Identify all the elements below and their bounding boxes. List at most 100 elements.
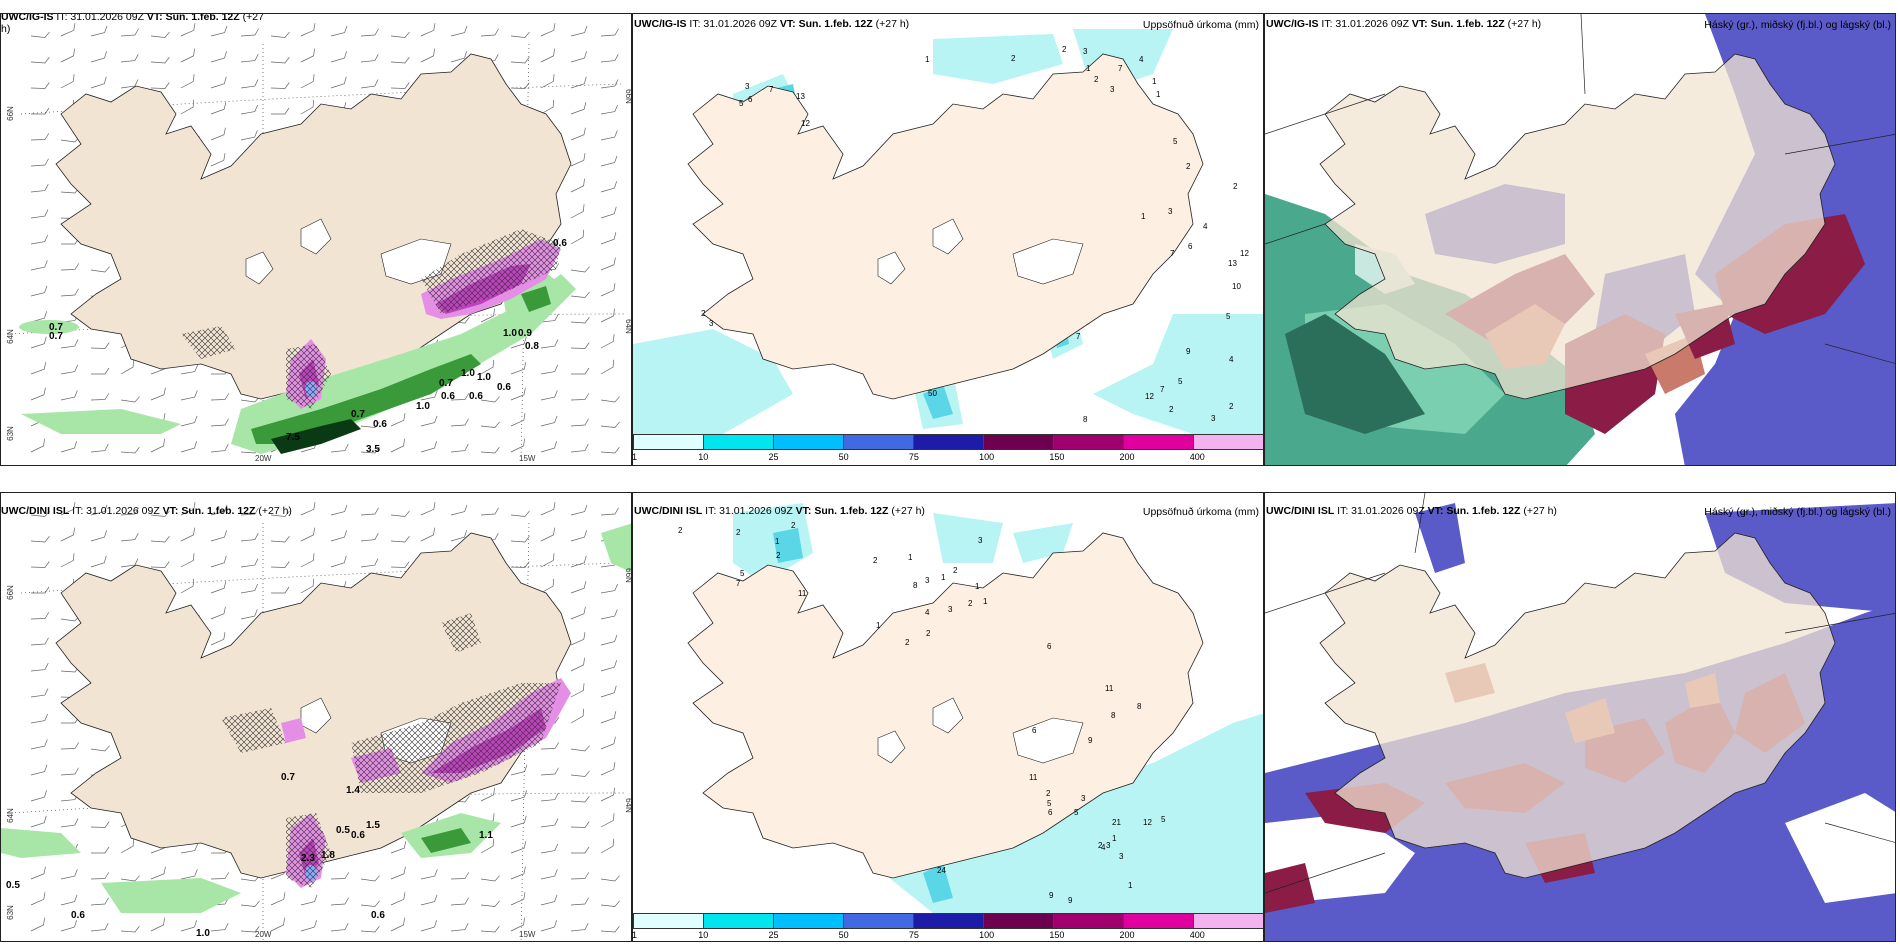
wind-barb (300, 23, 316, 37)
value-label: 0.6 (71, 910, 85, 921)
value-label: 1 (1112, 834, 1117, 843)
colorbar-ticks: 1 10 25 50 75 100 150 200 400 (633, 452, 1263, 464)
wind-barb (540, 818, 559, 828)
wind-barb (570, 25, 588, 37)
wind-barb (600, 507, 619, 516)
wind-barb (330, 922, 349, 932)
wind-barb (570, 178, 585, 193)
wind-barb (510, 866, 526, 880)
wind-barb (330, 530, 347, 542)
panel-clouds-igis: UWC/IG-IS IT: 31.01.2026 09Z VT: Sun. 1.… (1264, 13, 1896, 466)
colorbar-swatch (774, 914, 844, 928)
wind-barb (270, 536, 290, 543)
value-label: 1.0 (196, 928, 210, 939)
wind-barb (570, 708, 584, 724)
value-label: 4 (1101, 843, 1106, 852)
wind-barb (390, 917, 405, 932)
wind-barb (330, 25, 348, 37)
wind-barb (420, 415, 438, 427)
wind-barb (180, 441, 197, 453)
value-label: 2.3 (301, 853, 315, 864)
wind-barb (450, 418, 469, 427)
wind-barb (600, 900, 620, 907)
wind-barb (600, 79, 619, 89)
wind-barb (30, 387, 46, 401)
wind-barb (60, 288, 79, 297)
wind-barb (360, 558, 379, 568)
wind-barb (390, 57, 410, 64)
wind-barb (540, 74, 555, 89)
wind-barb (600, 130, 618, 141)
wind-barb (120, 447, 140, 454)
colorbar-swatch (1054, 435, 1124, 449)
wind-barb (540, 843, 559, 854)
wind-barb (30, 285, 48, 297)
wind-barb (510, 510, 530, 517)
wind-barb (30, 790, 47, 802)
value-label: 2 (776, 551, 781, 560)
lat-label-66n-right: 66N (623, 89, 632, 104)
wind-barb (360, 875, 380, 882)
wind-barb (60, 364, 79, 375)
wind-barb (390, 561, 410, 568)
value-label: 1 (908, 553, 913, 562)
wind-barb (360, 79, 379, 89)
value-label: 1 (1156, 90, 1161, 99)
wind-barb (300, 74, 315, 89)
wind-barb (270, 82, 290, 89)
wind-barb (120, 875, 140, 882)
wind-barb (120, 558, 139, 568)
wind-barb (330, 76, 347, 89)
value-label: 12 (1143, 818, 1152, 827)
panel-subtitle: Háský (gr.), miðský (fj.bl.) og lágský (… (1704, 506, 1891, 518)
wind-barb (30, 688, 49, 698)
colorbar-tick-label: 10 (698, 930, 709, 940)
value-label: 3 (1211, 414, 1216, 423)
value-label: 7.5 (286, 432, 300, 443)
wind-barb (480, 900, 500, 907)
wind-barb (570, 555, 587, 568)
wind-barb (30, 183, 49, 193)
wind-barb (480, 787, 495, 802)
colorbar-tick-label: 25 (768, 452, 779, 462)
wind-barb (180, 527, 195, 542)
wind-barb (30, 311, 47, 323)
wind-barb (600, 736, 616, 750)
wind-barb (420, 23, 436, 37)
value-label: 0.7 (281, 772, 295, 783)
value-label: 7 (1170, 249, 1175, 258)
wind-barb (600, 926, 620, 933)
value-label: 0.9 (518, 328, 532, 339)
wind-barb (120, 926, 140, 933)
wind-barb (90, 922, 109, 932)
wind-barb (150, 387, 166, 401)
wind-barb (510, 387, 526, 401)
value-label: 7 (769, 85, 774, 94)
map-clouds-igis (1265, 14, 1895, 465)
wind-barb (240, 583, 259, 594)
value-label: 5 (1047, 799, 1052, 808)
wind-barb (91, 367, 110, 375)
wind-barb (90, 897, 109, 906)
value-label: 5 (1178, 377, 1183, 386)
value-label: 3 (978, 536, 983, 545)
wind-barb (360, 926, 380, 933)
value-label: 2 (1229, 402, 1234, 411)
value-label: 0.5 (336, 825, 350, 836)
wind-barb (390, 31, 410, 38)
colorbar-swatch (844, 435, 914, 449)
wind-barb (570, 102, 587, 115)
wind-barb (240, 900, 260, 907)
wind-barb (30, 57, 50, 64)
wind-barb (450, 504, 468, 516)
wind-barb (60, 920, 77, 932)
wind-barb (600, 421, 620, 428)
wind-barb (600, 711, 617, 724)
value-label: 2 (953, 566, 958, 575)
colorbar-swatch (774, 435, 844, 449)
value-label: 1 (775, 537, 780, 546)
wind-barb (91, 846, 110, 854)
wind-barb (600, 283, 616, 297)
value-label: 5 (1173, 137, 1178, 146)
